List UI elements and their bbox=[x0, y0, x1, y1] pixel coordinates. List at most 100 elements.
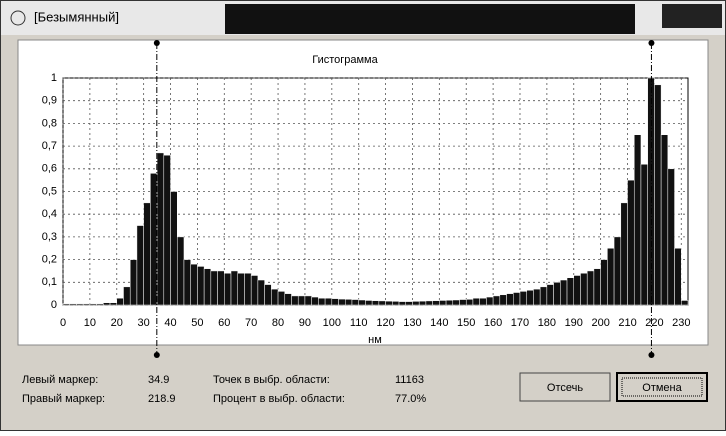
chart-title: Гистограмма bbox=[312, 54, 378, 66]
stat-value: 34.9 bbox=[148, 374, 169, 386]
y-tick-label: 0,7 bbox=[42, 140, 57, 152]
histogram-bar bbox=[82, 303, 91, 306]
histogram-bar bbox=[190, 263, 198, 306]
x-tick-label: 190 bbox=[565, 317, 583, 329]
x-tick-label: 40 bbox=[164, 317, 176, 329]
y-tick-label: 0,6 bbox=[42, 163, 57, 175]
button-label: Отмена bbox=[642, 382, 682, 394]
histogram-bar bbox=[432, 300, 440, 306]
histogram-bar bbox=[681, 300, 689, 306]
histogram-bar bbox=[116, 297, 124, 306]
x-tick-label: 100 bbox=[323, 317, 341, 329]
histogram-bar bbox=[573, 275, 581, 306]
stat-label: Левый маркер: bbox=[22, 374, 98, 386]
histogram-bar bbox=[311, 296, 319, 306]
histogram-bar bbox=[378, 300, 386, 306]
histogram-bar bbox=[660, 134, 669, 306]
histogram-bar bbox=[203, 268, 212, 306]
histogram-bar bbox=[365, 300, 373, 306]
histogram-bar bbox=[526, 289, 534, 306]
histogram-bar bbox=[459, 299, 467, 306]
histogram-bar bbox=[499, 294, 507, 306]
x-tick-label: 0 bbox=[60, 317, 66, 329]
histogram-bar bbox=[513, 292, 521, 306]
y-tick-label: 0,9 bbox=[42, 95, 57, 107]
histogram-bar bbox=[546, 284, 554, 306]
histogram-bar bbox=[600, 259, 608, 306]
histogram-bar bbox=[257, 279, 265, 306]
histogram-bar bbox=[667, 168, 675, 306]
histogram-bar bbox=[627, 179, 635, 306]
histogram-bar bbox=[284, 293, 292, 306]
histogram-bar bbox=[89, 303, 97, 306]
x-tick-label: 120 bbox=[376, 317, 394, 329]
histogram-bar bbox=[640, 164, 648, 306]
histogram-bar bbox=[452, 299, 460, 306]
histogram-bar bbox=[224, 272, 232, 306]
x-tick-label: 170 bbox=[511, 317, 529, 329]
x-tick-label: 200 bbox=[591, 317, 609, 329]
histogram-bar bbox=[586, 270, 595, 306]
close-button[interactable] bbox=[662, 4, 722, 28]
cut-button[interactable] bbox=[519, 372, 611, 402]
y-tick-label: 0,8 bbox=[42, 117, 57, 129]
histogram-bar bbox=[607, 248, 615, 306]
y-tick-label: 0,5 bbox=[42, 185, 57, 197]
histogram-bar bbox=[291, 295, 299, 306]
stat-value: 77.0% bbox=[395, 393, 426, 405]
marker-handle bbox=[153, 352, 160, 358]
histogram-bar bbox=[593, 268, 601, 306]
histogram-bar bbox=[230, 270, 238, 306]
histogram-bar bbox=[338, 298, 346, 306]
x-axis-label: нм bbox=[368, 334, 382, 346]
histogram-bar bbox=[506, 293, 514, 306]
x-tick-label: 150 bbox=[457, 317, 475, 329]
histogram-bar bbox=[143, 202, 151, 306]
marker-handle bbox=[648, 352, 655, 358]
histogram-bar bbox=[425, 300, 433, 306]
x-tick-label: 110 bbox=[350, 317, 368, 329]
y-tick-label: 0 bbox=[51, 299, 57, 311]
x-tick-label: 30 bbox=[138, 317, 150, 329]
x-tick-label: 160 bbox=[484, 317, 502, 329]
histogram-bar bbox=[412, 301, 420, 306]
histogram-bar bbox=[633, 134, 642, 306]
x-tick-label: 140 bbox=[430, 317, 448, 329]
histogram-bar bbox=[358, 299, 366, 306]
histogram-bar bbox=[297, 295, 306, 306]
histogram-bar bbox=[76, 303, 84, 306]
histogram-bar bbox=[271, 288, 279, 306]
y-tick-label: 0,2 bbox=[42, 254, 57, 266]
histogram-bar bbox=[197, 266, 205, 306]
x-tick-label: 10 bbox=[84, 317, 96, 329]
histogram-bar bbox=[244, 272, 252, 306]
histogram-bar bbox=[398, 301, 406, 306]
x-tick-label: 50 bbox=[191, 317, 203, 329]
focus-rect bbox=[621, 377, 703, 397]
histogram-bar bbox=[654, 84, 662, 306]
histogram-bar bbox=[103, 302, 111, 306]
histogram-bar bbox=[69, 303, 77, 306]
histogram-bar bbox=[486, 296, 494, 306]
y-tick-label: 0,1 bbox=[42, 276, 57, 288]
x-tick-label: 210 bbox=[618, 317, 636, 329]
x-tick-label: 80 bbox=[272, 317, 284, 329]
x-tick-label: 220 bbox=[645, 317, 663, 329]
stat-label: Правый маркер: bbox=[22, 393, 105, 405]
histogram-bar bbox=[519, 291, 527, 306]
histogram-bar bbox=[405, 301, 413, 306]
histogram-bar bbox=[96, 303, 104, 306]
histogram-bar bbox=[331, 298, 339, 306]
x-tick-label: 90 bbox=[299, 317, 311, 329]
histogram-bar bbox=[250, 275, 259, 306]
histogram-bar bbox=[533, 288, 541, 306]
histogram-bar bbox=[439, 300, 447, 306]
histogram-bar bbox=[371, 300, 380, 306]
marker-handle bbox=[153, 40, 160, 46]
x-tick-label: 230 bbox=[672, 317, 690, 329]
histogram-bar bbox=[136, 225, 144, 306]
histogram-bar bbox=[472, 297, 480, 306]
histogram-bar bbox=[304, 295, 312, 306]
histogram-bar bbox=[445, 299, 454, 306]
x-tick-label: 70 bbox=[245, 317, 257, 329]
